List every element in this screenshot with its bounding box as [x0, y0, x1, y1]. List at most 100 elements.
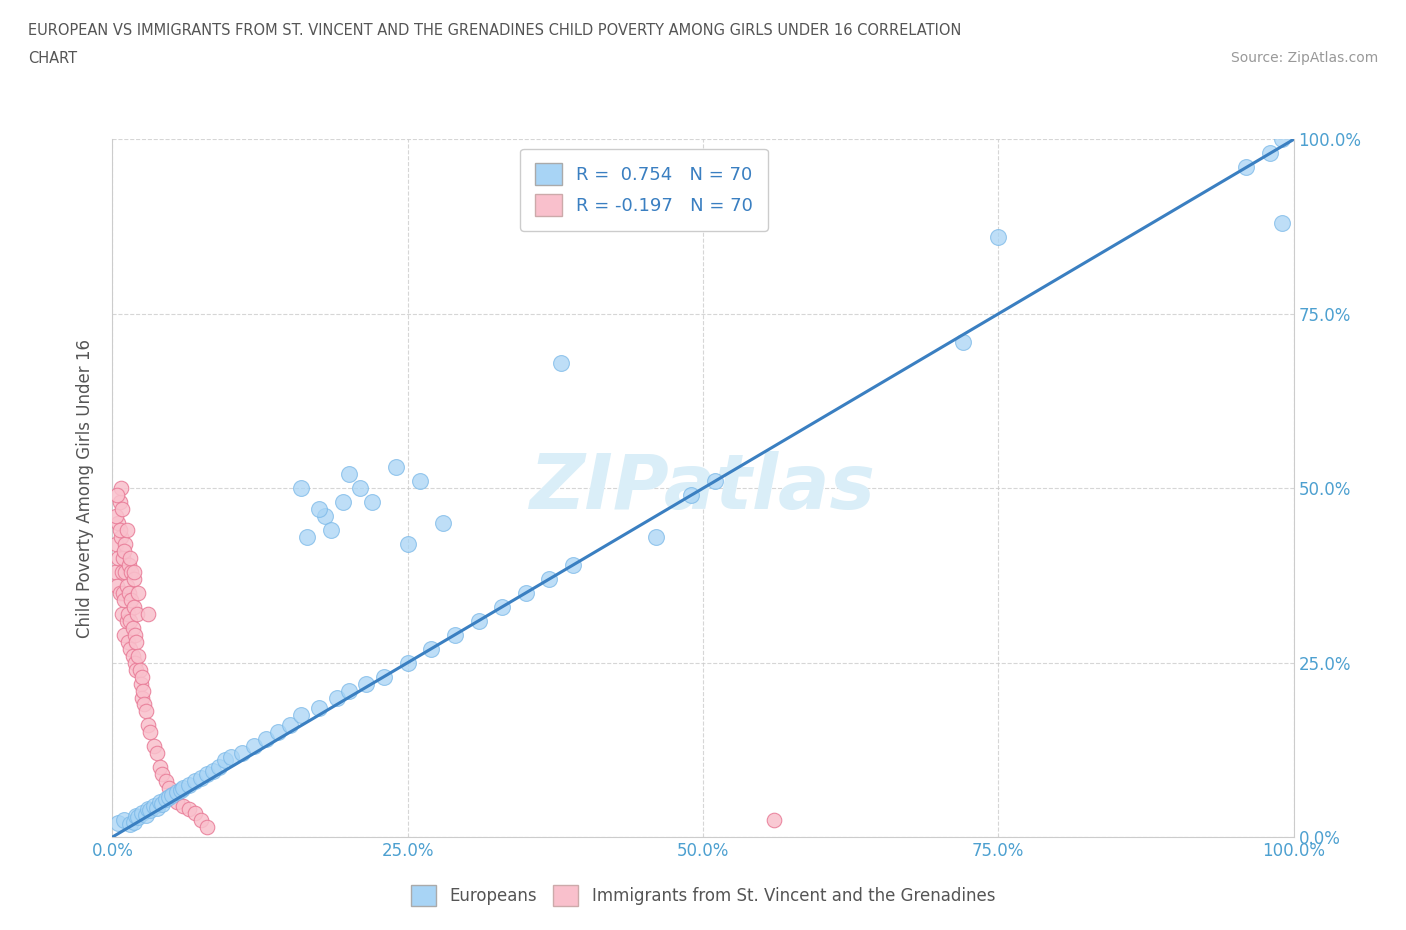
Point [139, 804, 162, 818]
Point [110, 530, 132, 545]
Point [120, 642, 142, 657]
Point [155, 791, 177, 806]
Point [105, 509, 128, 524]
Point [121, 620, 143, 635]
Y-axis label: Child Poverty Among Girls Under 16: Child Poverty Among Girls Under 16 [76, 339, 94, 638]
Point [136, 802, 159, 817]
Point [172, 798, 194, 813]
Point [157, 781, 180, 796]
Point [1258, 146, 1281, 161]
Legend: Europeans, Immigrants from St. Vincent and the Grenadines: Europeans, Immigrants from St. Vincent a… [404, 879, 1002, 912]
Point [254, 732, 277, 747]
Point [1234, 160, 1257, 175]
Point [125, 809, 148, 824]
Point [1271, 132, 1294, 147]
Point [314, 509, 336, 524]
Point [115, 614, 138, 629]
Point [267, 725, 290, 740]
Point [110, 481, 132, 496]
Point [118, 558, 141, 573]
Point [356, 676, 378, 691]
Point [150, 796, 173, 811]
Text: Source: ZipAtlas.com: Source: ZipAtlas.com [1230, 51, 1378, 65]
Point [184, 774, 207, 789]
Point [122, 600, 145, 615]
Point [131, 805, 153, 820]
Point [987, 230, 1010, 245]
Point [105, 578, 128, 593]
Point [308, 700, 330, 715]
Point [111, 502, 134, 517]
Point [122, 565, 145, 579]
Point [297, 530, 319, 545]
Point [112, 586, 135, 601]
Point [681, 488, 703, 503]
Point [149, 760, 172, 775]
Point [190, 812, 212, 827]
Point [107, 515, 129, 530]
Point [108, 586, 131, 601]
Point [114, 537, 136, 551]
Point [467, 614, 489, 629]
Point [195, 819, 218, 834]
Point [136, 606, 159, 621]
Point [349, 481, 371, 496]
Point [550, 355, 572, 370]
Point [111, 606, 134, 621]
Point [105, 537, 128, 551]
Point [160, 788, 183, 803]
Point [184, 805, 207, 820]
Point [179, 777, 201, 792]
Point [117, 606, 139, 621]
Point [131, 690, 153, 705]
Point [129, 676, 152, 691]
Point [108, 523, 131, 538]
Point [170, 782, 193, 797]
Point [115, 523, 138, 538]
Point [290, 708, 312, 723]
Point [125, 662, 148, 677]
Point [139, 725, 162, 740]
Point [219, 750, 242, 764]
Point [644, 530, 666, 545]
Point [120, 614, 142, 629]
Point [172, 781, 194, 796]
Point [703, 474, 725, 489]
Point [373, 670, 395, 684]
Point [118, 586, 141, 601]
Point [243, 738, 266, 753]
Point [319, 523, 342, 538]
Point [385, 460, 408, 474]
Point [146, 746, 169, 761]
Point [214, 753, 236, 768]
Point [135, 807, 157, 822]
Point [112, 812, 135, 827]
Point [127, 648, 149, 663]
Point [142, 798, 165, 813]
Point [201, 764, 224, 778]
Point [105, 488, 128, 503]
Point [114, 565, 136, 579]
Point [127, 606, 149, 621]
Point [166, 794, 188, 809]
Point [120, 592, 142, 607]
Point [117, 634, 139, 649]
Point [128, 662, 150, 677]
Point [122, 571, 145, 587]
Point [166, 784, 188, 799]
Point [491, 600, 513, 615]
Point [155, 774, 177, 789]
Point [120, 565, 142, 579]
Point [150, 766, 173, 781]
Point [136, 718, 159, 733]
Point [420, 642, 443, 657]
Point [108, 495, 131, 510]
Point [134, 698, 156, 712]
Point [120, 817, 142, 832]
Point [120, 551, 142, 565]
Point [121, 648, 143, 663]
Point [157, 789, 180, 804]
Point [112, 592, 135, 607]
Point [124, 656, 146, 671]
Legend: R =  0.754   N = 70, R = -0.197   N = 70: R = 0.754 N = 70, R = -0.197 N = 70 [520, 149, 768, 231]
